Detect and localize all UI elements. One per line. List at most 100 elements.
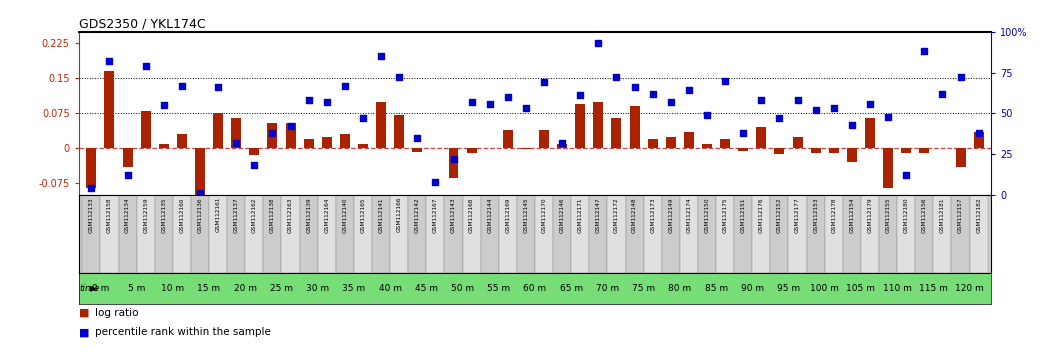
Text: log ratio: log ratio <box>95 308 138 318</box>
Text: GSM112133: GSM112133 <box>89 197 93 233</box>
Text: 50 m: 50 m <box>451 284 474 293</box>
Bar <box>793 137 802 148</box>
Point <box>826 105 842 111</box>
Bar <box>191 195 209 273</box>
Point <box>355 115 371 121</box>
Bar <box>535 195 553 273</box>
Bar <box>897 195 915 273</box>
Text: 120 m: 120 m <box>956 284 984 293</box>
Bar <box>517 195 535 273</box>
Point <box>699 112 715 118</box>
Text: GSM112150: GSM112150 <box>705 197 709 233</box>
Bar <box>480 195 498 273</box>
Text: GSM112141: GSM112141 <box>379 197 384 233</box>
Text: GSM112173: GSM112173 <box>650 197 656 233</box>
Point <box>554 140 571 145</box>
Bar <box>625 195 644 273</box>
Bar <box>82 195 101 273</box>
Point <box>173 83 190 88</box>
Text: GSM112177: GSM112177 <box>795 197 800 233</box>
Point <box>228 140 244 145</box>
Text: GSM112164: GSM112164 <box>324 197 329 233</box>
Text: 55 m: 55 m <box>487 284 510 293</box>
Text: GSM112170: GSM112170 <box>541 197 547 233</box>
Bar <box>123 148 132 167</box>
Text: time: time <box>80 284 100 293</box>
Point <box>808 107 825 113</box>
Bar <box>136 195 155 273</box>
Bar <box>951 195 969 273</box>
Bar <box>449 148 458 178</box>
Bar <box>647 139 658 148</box>
Point <box>898 172 915 178</box>
Text: 20 m: 20 m <box>234 284 257 293</box>
Bar <box>354 195 372 273</box>
Bar <box>394 115 404 148</box>
Bar <box>770 195 789 273</box>
Text: ■: ■ <box>79 308 92 318</box>
Bar <box>590 195 607 273</box>
Bar <box>752 195 770 273</box>
Text: GSM112147: GSM112147 <box>596 197 601 233</box>
Bar <box>86 148 97 188</box>
Point <box>843 122 860 127</box>
Bar <box>734 195 752 273</box>
Bar <box>789 195 807 273</box>
Point <box>264 130 281 136</box>
Text: GSM112134: GSM112134 <box>125 197 130 233</box>
Bar <box>539 130 549 148</box>
Point <box>137 63 154 69</box>
Point <box>735 130 752 136</box>
Text: GSM112149: GSM112149 <box>668 197 673 233</box>
Text: GSM112153: GSM112153 <box>813 197 818 233</box>
Text: GSM112156: GSM112156 <box>922 197 927 233</box>
Text: 5 m: 5 m <box>128 284 146 293</box>
Bar <box>498 195 517 273</box>
Text: GSM112162: GSM112162 <box>252 197 257 233</box>
Text: GSM112154: GSM112154 <box>850 197 854 233</box>
Point <box>626 84 643 90</box>
Bar <box>644 195 662 273</box>
Point <box>880 114 897 119</box>
Bar <box>612 118 621 148</box>
Bar <box>553 195 572 273</box>
Text: 45 m: 45 m <box>414 284 437 293</box>
Text: GSM112179: GSM112179 <box>868 197 873 233</box>
Bar <box>177 134 187 148</box>
Point <box>499 94 516 100</box>
Bar <box>521 148 531 149</box>
Point <box>245 162 262 168</box>
Bar <box>250 148 259 155</box>
Text: GSM112171: GSM112171 <box>578 197 583 233</box>
Text: GSM112175: GSM112175 <box>723 197 728 233</box>
Bar <box>666 137 676 148</box>
Bar <box>883 148 893 188</box>
Bar <box>919 148 929 153</box>
Bar <box>105 72 114 148</box>
Text: GSM112145: GSM112145 <box>523 197 529 233</box>
Text: GSM112174: GSM112174 <box>686 197 691 233</box>
Text: GSM112176: GSM112176 <box>758 197 764 233</box>
Bar <box>721 139 730 148</box>
Bar <box>629 106 640 148</box>
Text: GSM112135: GSM112135 <box>162 197 167 233</box>
Bar <box>281 195 300 273</box>
Bar <box>680 195 698 273</box>
Text: GSM112136: GSM112136 <box>197 197 202 233</box>
Bar <box>716 195 734 273</box>
Text: GSM112155: GSM112155 <box>885 197 891 233</box>
Bar <box>502 130 513 148</box>
Bar <box>408 195 426 273</box>
Point <box>464 99 480 105</box>
Text: 10 m: 10 m <box>162 284 185 293</box>
Point <box>155 102 172 108</box>
Bar <box>684 132 693 148</box>
Bar <box>209 195 228 273</box>
Bar <box>861 195 879 273</box>
Bar <box>173 195 191 273</box>
Text: GSM112178: GSM112178 <box>831 197 836 233</box>
Bar <box>575 104 585 148</box>
Text: GSM112139: GSM112139 <box>306 197 312 233</box>
Bar <box>825 195 842 273</box>
Bar <box>263 195 281 273</box>
